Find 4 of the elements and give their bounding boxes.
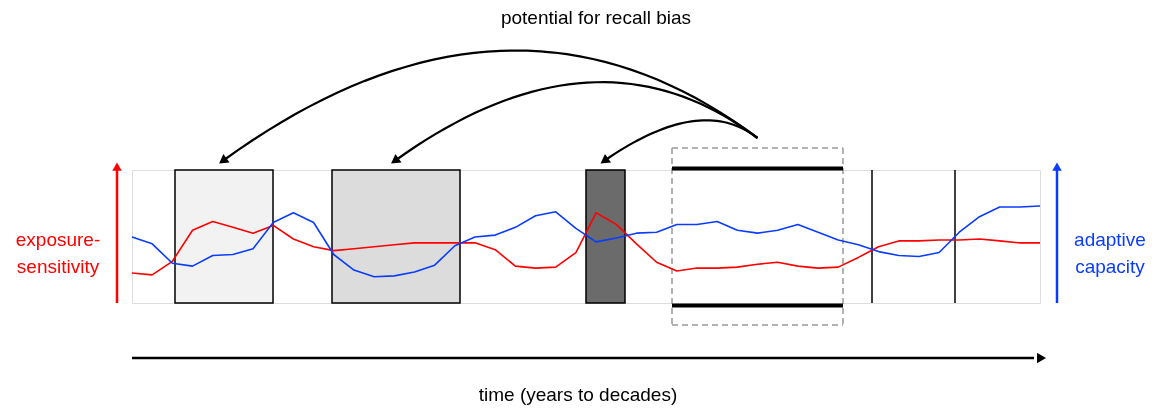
text: adaptive capacity: [1074, 229, 1146, 277]
text: time (years to decades): [478, 384, 678, 405]
text: potential for recall bias: [500, 7, 692, 28]
series-label: exposure-sensitivity: [15, 229, 101, 277]
